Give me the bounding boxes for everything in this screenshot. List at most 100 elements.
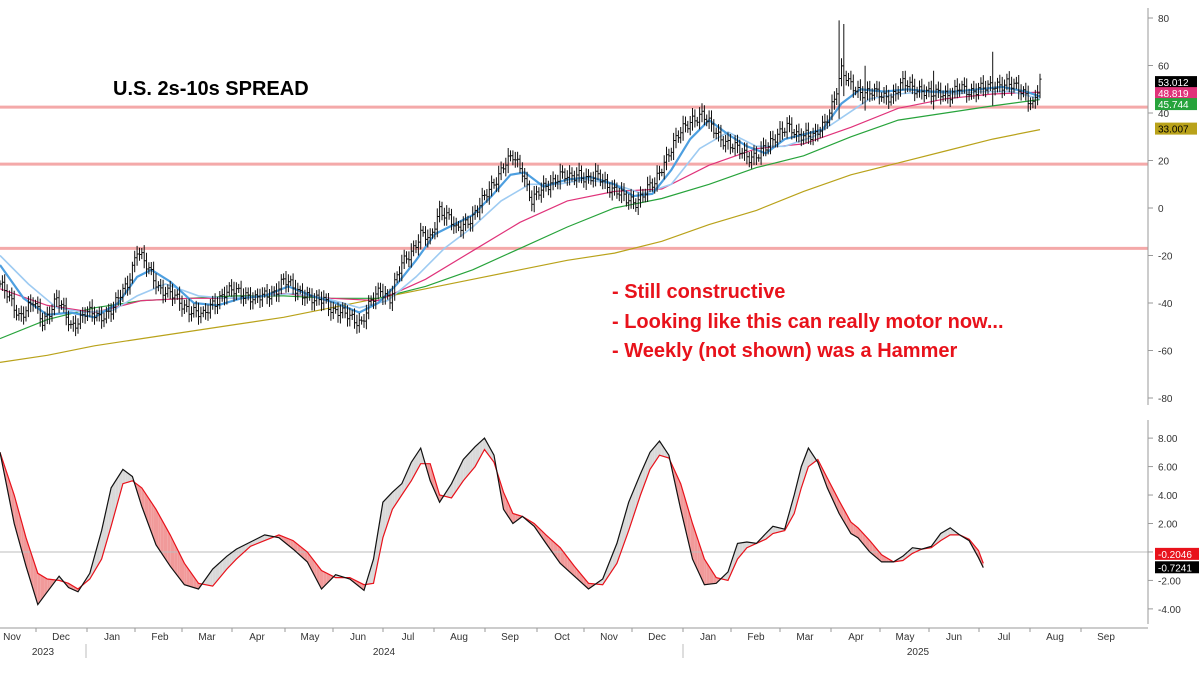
- oscillator-fill: [678, 478, 681, 510]
- oscillator-fill: [319, 567, 322, 589]
- oscillator-fill: [321, 570, 324, 589]
- oscillator-fill: [326, 572, 329, 585]
- oscillator-fill: [867, 538, 870, 552]
- oscillator-fill: [293, 540, 296, 552]
- oscillator-fill: [657, 441, 660, 459]
- oscillator-fill: [690, 515, 693, 560]
- oscillator-fill: [189, 570, 192, 587]
- oscillator-fill: [659, 441, 662, 456]
- oscillator-fill: [723, 574, 726, 580]
- oscillator-tick-label: -4.00: [1158, 605, 1181, 616]
- last-value-text: 33.007: [1158, 125, 1189, 136]
- price-tick-label: 60: [1158, 62, 1170, 73]
- x-month-label: Dec: [52, 632, 70, 643]
- oscillator-fill: [791, 495, 795, 518]
- oscillator-fill: [713, 573, 717, 584]
- oscillator-fill: [28, 544, 31, 582]
- price-y-axis: -80 -60 -40 -20 0 20 40 60 80: [1147, 8, 1173, 405]
- x-month-label: Apr: [848, 632, 864, 643]
- x-month-label: Dec: [648, 632, 666, 643]
- price-tick-label: -80: [1158, 394, 1173, 405]
- oscillator-fill: [869, 540, 873, 554]
- oscillator-fill: [510, 508, 513, 524]
- oscillator-fill: [872, 543, 875, 556]
- oscillator-fill: [224, 556, 227, 572]
- oscillator-panel: -4.00 -2.00 2.00 4.00 6.00 8.00 -0.2046 -0.724…: [0, 420, 1199, 624]
- oscillator-fill: [226, 554, 230, 569]
- oscillator-fill: [465, 454, 468, 478]
- annotation-2: - Looking like this can really motor now…: [612, 311, 1004, 333]
- oscillator-last-value-badge: [1155, 547, 1199, 560]
- oscillator-fill: [775, 526, 778, 533]
- oscillator-fill: [699, 544, 702, 580]
- x-month-label: Jul: [998, 632, 1011, 643]
- oscillator-fill: [44, 577, 48, 595]
- oscillator-fill: [122, 469, 126, 484]
- oscillator-fill: [458, 464, 461, 488]
- oscillator-fill: [127, 473, 130, 483]
- oscillator-fill: [42, 576, 45, 599]
- oscillator-fill: [737, 543, 740, 560]
- oscillator-fill: [295, 542, 298, 554]
- price-tick-label: 40: [1158, 109, 1170, 120]
- oscillator-fill: [222, 558, 225, 575]
- oscillator-fill: [120, 469, 123, 493]
- price-tick-label: 20: [1158, 157, 1170, 168]
- oscillator-last-value-badge: [1155, 561, 1199, 574]
- x-month-label: Nov: [3, 632, 21, 643]
- oscillator-fill: [557, 545, 561, 564]
- x-month-label: Aug: [450, 632, 468, 643]
- oscillator-fill: [33, 559, 36, 597]
- oscillator-fill: [382, 499, 386, 538]
- oscillator-last-value-text: -0.2046: [1158, 550, 1192, 561]
- last-value-text: 53.012: [1158, 78, 1189, 89]
- oscillator-fill: [151, 502, 154, 539]
- oscillator-fill: [631, 490, 634, 524]
- oscillator-fill: [182, 558, 185, 585]
- oscillator-fill: [652, 446, 655, 466]
- oscillator-fill: [777, 527, 780, 533]
- horizontal-levels: [0, 105, 1148, 250]
- price-tick-label: 0: [1158, 204, 1164, 215]
- oscillator-fill: [427, 463, 431, 481]
- oscillator-fill: [635, 479, 639, 510]
- oscillator-fill: [472, 446, 476, 470]
- oscillator-fill: [23, 529, 26, 567]
- oscillator-fill: [387, 494, 390, 524]
- oscillator-fill: [881, 554, 884, 562]
- oscillator-last-value-badges: -0.2046 -0.7241: [1155, 547, 1199, 574]
- oscillator-fill: [702, 552, 705, 585]
- price-bars: [0, 20, 1042, 337]
- oscillator-fill: [9, 480, 12, 512]
- ma-olive-line: [0, 129, 1041, 363]
- x-month-label: Feb: [151, 632, 169, 643]
- x-month-label: Nov: [600, 632, 618, 643]
- oscillator-fill: [94, 547, 97, 571]
- oscillator-fill: [37, 573, 41, 605]
- oscillator-fill: [855, 525, 858, 538]
- oscillator-fill: [706, 562, 710, 585]
- oscillator-tick-label: 8.00: [1158, 434, 1178, 445]
- oscillator-fill: [385, 497, 388, 531]
- price-tick-label: 80: [1158, 14, 1170, 25]
- oscillator-fill: [952, 529, 955, 535]
- x-month-label: May: [896, 632, 915, 643]
- oscillator-fill: [215, 564, 218, 584]
- x-month-label: Aug: [1046, 632, 1064, 643]
- x-month-label: Jul: [402, 632, 415, 643]
- price-tick-label: -40: [1158, 299, 1173, 310]
- oscillator-fill: [297, 544, 301, 556]
- x-month-label: Jun: [946, 632, 962, 643]
- oscillator-fill: [231, 550, 234, 565]
- oscillator-fill: [290, 539, 294, 550]
- oscillator-fill: [687, 507, 691, 550]
- oscillator-fill: [633, 485, 636, 517]
- oscillator-fill: [186, 566, 190, 587]
- oscillator-fill: [14, 495, 17, 532]
- oscillator-tick-label: 6.00: [1158, 463, 1178, 474]
- oscillator-fill: [947, 527, 951, 537]
- oscillator-y-axis: -4.00 -2.00 2.00 4.00 6.00 8.00: [1147, 420, 1181, 624]
- oscillator-fill: [945, 529, 948, 538]
- oscillator-fill: [694, 530, 698, 570]
